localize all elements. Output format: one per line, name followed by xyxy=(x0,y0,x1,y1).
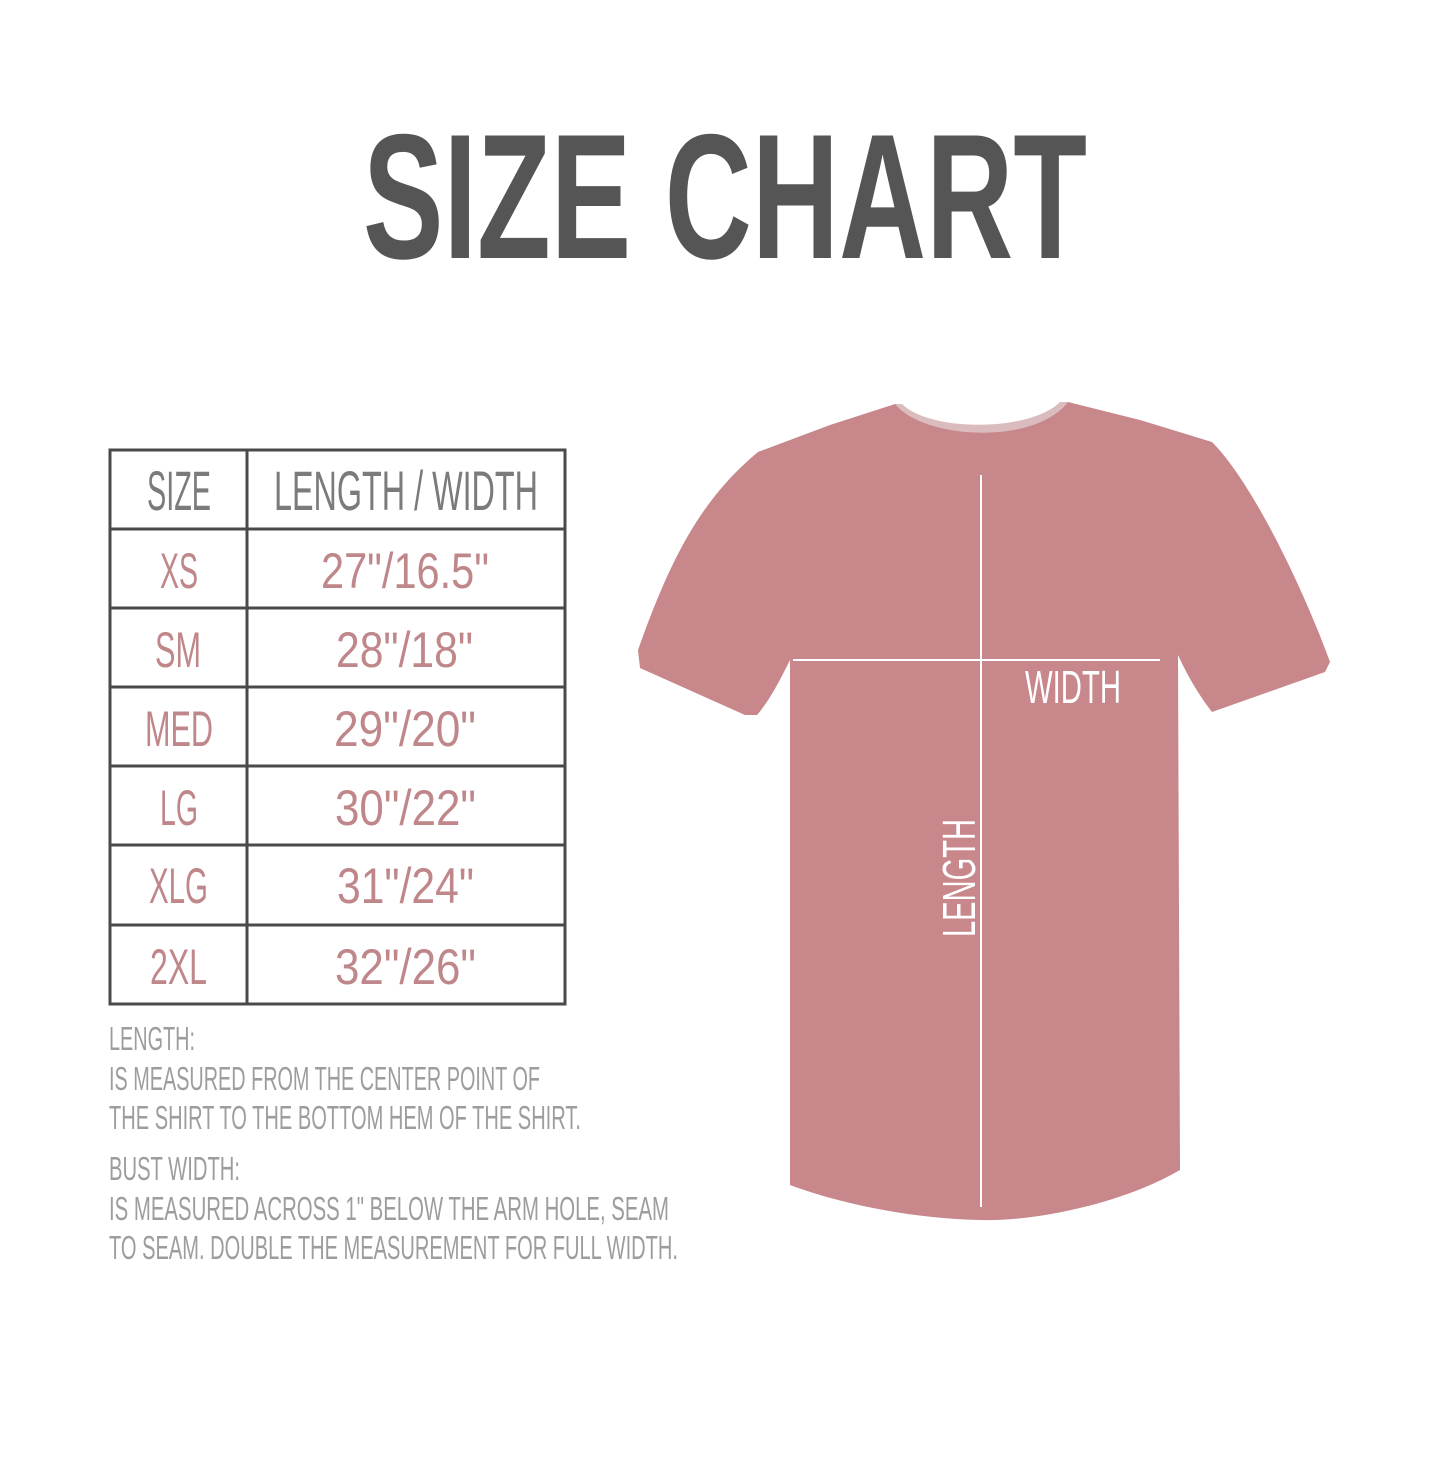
table-row: SM 28"/18" xyxy=(155,622,473,678)
header-length-width: LENGTH / WIDTH xyxy=(274,459,538,522)
note-width-heading: BUST WIDTH: xyxy=(109,1150,240,1187)
table-row: XLG 31"/24" xyxy=(149,858,474,914)
measure-cell: 30"/22" xyxy=(335,780,476,836)
measure-cell: 29"/20" xyxy=(334,701,476,757)
header-size: SIZE xyxy=(147,459,211,522)
size-cell: XLG xyxy=(149,858,208,914)
measure-cell: 31"/24" xyxy=(337,858,474,914)
size-table xyxy=(108,448,567,1006)
table-row: MED 29"/20" xyxy=(145,701,476,757)
width-label: WIDTH xyxy=(1025,661,1121,713)
table-row: LG 30"/22" xyxy=(160,780,476,836)
note-length-heading: LENGTH: xyxy=(109,1020,195,1057)
measure-cell: 28"/18" xyxy=(336,622,473,678)
note-length-line: IS MEASURED FROM THE CENTER POINT OF xyxy=(109,1060,540,1097)
page-title: SIZE CHART xyxy=(363,97,1087,296)
size-cell: XS xyxy=(160,543,198,599)
tshirt-illustration: WIDTH LENGTH xyxy=(638,402,1330,1221)
size-cell: LG xyxy=(160,780,198,836)
length-label: LENGTH xyxy=(933,819,985,937)
size-cell: SM xyxy=(155,622,201,678)
measure-cell: 32"/26" xyxy=(335,939,476,995)
size-cell: 2XL xyxy=(150,939,207,995)
note-width-line: IS MEASURED ACROSS 1" BELOW THE ARM HOLE… xyxy=(109,1190,669,1227)
table-row: XS 27"/16.5" xyxy=(160,543,489,599)
table-row: 2XL 32"/26" xyxy=(150,939,476,995)
note-width-line: TO SEAM. DOUBLE THE MEASUREMENT FOR FULL… xyxy=(109,1229,678,1266)
note-length-line: THE SHIRT TO THE BOTTOM HEM OF THE SHIRT… xyxy=(109,1099,581,1136)
size-cell: MED xyxy=(145,701,213,757)
measure-cell: 27"/16.5" xyxy=(321,543,489,599)
measurement-notes: LENGTH: IS MEASURED FROM THE CENTER POIN… xyxy=(109,1020,678,1266)
tshirt-shape xyxy=(638,402,1330,1221)
